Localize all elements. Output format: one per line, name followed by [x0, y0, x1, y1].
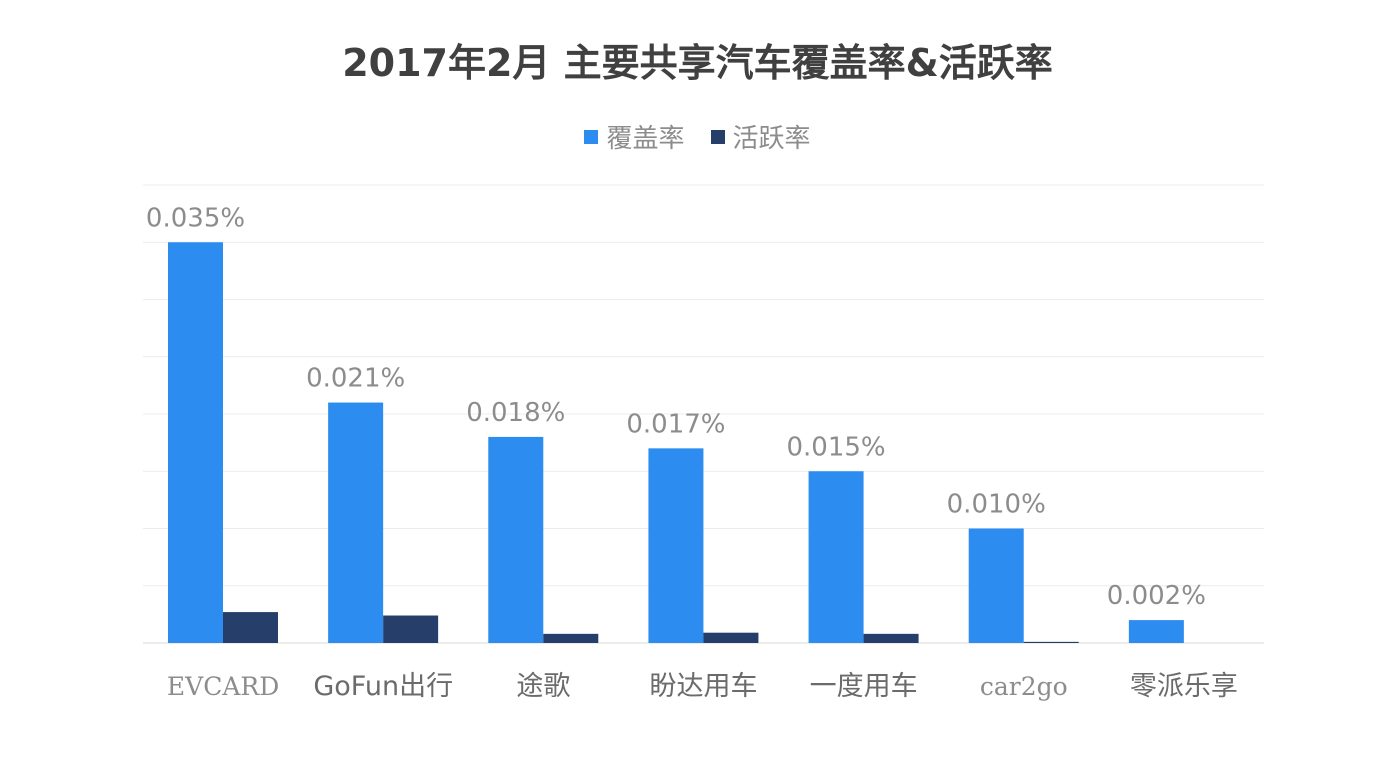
bar-activity	[543, 633, 599, 643]
bar-activity	[383, 615, 439, 643]
legend-item-coverage: 覆盖率	[584, 118, 685, 155]
x-tick-label: 途歌	[516, 671, 570, 702]
x-tick-label: 盼达用车	[650, 671, 758, 702]
data-label-coverage: 0.035%	[146, 203, 245, 233]
x-tick-label: car2go	[980, 672, 1068, 701]
bar-coverage	[168, 242, 223, 643]
legend-swatch-activity	[710, 129, 725, 144]
data-label-coverage: 0.002%	[1107, 581, 1206, 611]
legend-swatch-coverage	[584, 129, 599, 144]
bar-activity	[1023, 641, 1079, 643]
bar-coverage	[808, 471, 864, 643]
x-tick-label: EVCARD	[167, 672, 279, 701]
data-label-coverage: 0.015%	[787, 432, 886, 462]
bar-activity	[703, 632, 759, 643]
data-label-coverage: 0.021%	[306, 364, 405, 394]
data-label-coverage: 0.018%	[466, 398, 565, 428]
data-label-coverage: 0.017%	[626, 409, 725, 439]
x-tick-label: 零派乐享	[1130, 671, 1238, 702]
data-label-coverage: 0.010%	[947, 490, 1046, 520]
legend-label-coverage: 覆盖率	[606, 124, 685, 154]
chart-legend: 覆盖率 活跃率	[0, 118, 1395, 155]
bar-activity	[863, 633, 919, 643]
x-tick-label: GoFun出行	[313, 671, 453, 702]
legend-label-activity: 活跃率	[732, 124, 811, 154]
bar-coverage	[488, 436, 544, 643]
bar-coverage	[1128, 620, 1184, 643]
chart-title: 2017年2月 主要共享汽车覆盖率&活跃率	[342, 41, 1053, 85]
bar-coverage	[968, 528, 1024, 643]
bar-coverage	[648, 448, 704, 643]
legend-item-activity: 活跃率	[710, 118, 811, 155]
bar-activity	[223, 612, 278, 643]
x-tick-label: 一度用车	[810, 671, 918, 702]
bar-coverage	[328, 402, 384, 643]
